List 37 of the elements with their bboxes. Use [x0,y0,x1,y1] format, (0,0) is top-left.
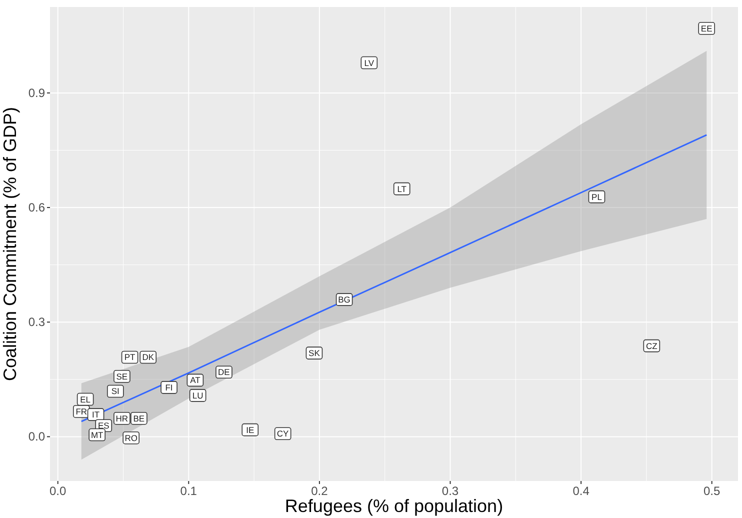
y-tick-label: 0.3 [28,315,46,330]
annotation: FR [76,406,88,416]
annotation: IT [92,410,100,420]
annotation: CZ [646,340,658,351]
annotation: HR [116,413,128,424]
annotation: MT [90,430,104,440]
annotation: EL [80,394,91,404]
annotation: LU [192,390,204,400]
annotation: IE [246,424,254,435]
annotation: LV [364,58,374,68]
annotation: DK [142,352,154,362]
y-axis-title: Coalition Commitment (% of GDP) [0,106,20,382]
x-tick-label: 0.0 [50,484,67,498]
annotation: PT [124,352,136,362]
annotation: PL [592,192,602,202]
annotation: FI [165,382,173,392]
y-tick-label: 0.0 [28,430,46,444]
annotation: SK [308,348,320,358]
annotation: BG [338,294,350,305]
annotation: LT [397,184,406,194]
y-tick-label: 0.9 [28,86,46,100]
annotation: DE [218,367,230,378]
x-tick-label: 0.3 [442,484,459,498]
x-axis-title: Refugees (% of population) [284,496,504,516]
annotation: SE [116,371,128,382]
annotation: ES [98,420,110,431]
y-tick-label: 0.6 [28,200,46,215]
annotation: BE [133,413,145,424]
annotation: RO [124,432,138,443]
x-tick-label: 0.4 [572,484,590,498]
x-tick-label: 0.5 [703,484,721,498]
annotation: SI [111,386,120,396]
annotation: AT [190,375,200,386]
x-tick-label: 0.1 [180,484,198,498]
x-tick-label: 0.2 [311,484,328,498]
annotation: EE [700,23,713,34]
annotation: CY [276,428,290,439]
